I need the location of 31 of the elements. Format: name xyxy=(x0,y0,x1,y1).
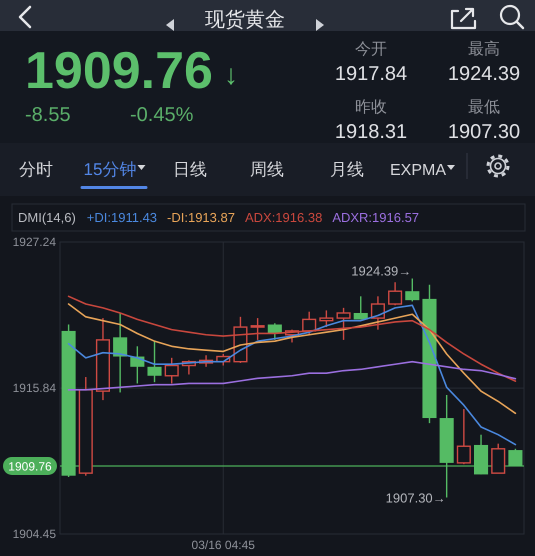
text: 1918.31 xyxy=(334,121,408,143)
text: 1909.76 xyxy=(25,42,213,100)
text: 1907.30 xyxy=(448,121,520,143)
text: 最高 xyxy=(468,40,500,58)
legend-title: DMI(14,6) xyxy=(18,210,76,225)
x-tick-label: 03/16 04:45 xyxy=(192,538,256,552)
text: EXPMA xyxy=(390,162,446,179)
text: -8.55 xyxy=(25,104,71,126)
ref-line-label: 1909.76 xyxy=(8,459,52,474)
text: 今开 xyxy=(355,41,387,58)
annotation: 1907.30→ xyxy=(386,490,446,506)
text: ADX:1916.38 xyxy=(244,210,322,225)
text: 1924.39 xyxy=(448,63,520,85)
text: 日线 xyxy=(173,160,207,179)
text: ↓ xyxy=(224,59,238,90)
text: 月线 xyxy=(330,160,364,179)
text: -0.45% xyxy=(130,104,194,126)
chart-title: 现货黄金 xyxy=(205,9,285,31)
text: +DI:1911.43 xyxy=(86,210,158,225)
text: 15分钟 xyxy=(84,160,136,179)
text: 最低 xyxy=(468,99,500,116)
text: ADXR:1916.57 xyxy=(332,210,420,225)
y-tick-label: 1904.45 xyxy=(12,527,56,541)
text: 昨收 xyxy=(355,99,387,116)
text: 周线 xyxy=(250,160,284,179)
text: 分时 xyxy=(19,160,53,179)
annotation: 1924.39→ xyxy=(351,264,412,279)
text: -DI:1913.87 xyxy=(167,210,235,225)
text: 1917.84 xyxy=(334,63,408,85)
y-tick-label: 1915.84 xyxy=(12,381,56,396)
y-tick-label: 1927.24 xyxy=(12,235,56,249)
